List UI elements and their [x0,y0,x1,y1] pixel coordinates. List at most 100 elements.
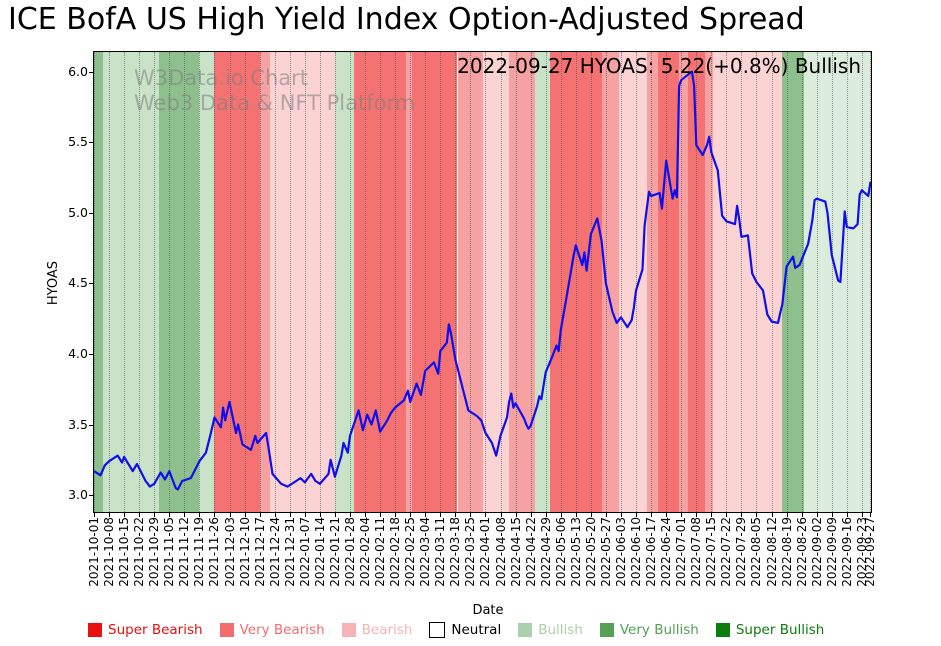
legend-item-very-bullish: Very Bullish [599,622,699,638]
week-gridline [801,52,803,512]
x-tick-label: 2021-11-26 [207,517,222,587]
y-tick [89,142,93,144]
week-gridline [696,52,698,512]
x-tick [771,513,773,517]
x-tick-label: 2021-12-24 [267,517,282,587]
x-tick [545,513,547,517]
x-tick [304,513,306,517]
week-gridline [229,52,231,512]
sentiment-band-bearish_light [270,52,335,512]
week-gridline [455,52,457,512]
x-tick-label: 2022-08-26 [794,517,809,587]
x-tick-label: 2021-11-19 [192,517,207,587]
x-tick-label: 2022-02-25 [403,517,418,587]
week-gridline [485,52,487,512]
sentiment-band-very_bearish [550,52,602,512]
x-tick-label: 2022-05-06 [553,517,568,587]
x-tick-label: 2022-02-11 [373,517,388,587]
week-gridline [681,52,683,512]
legend-swatch [219,623,234,637]
x-tick-label: 2022-07-01 [674,517,689,587]
x-tick-label: 2022-04-08 [493,517,508,587]
x-tick [831,513,833,517]
x-tick [756,513,758,517]
sentiment-band-very_bearish [687,52,705,512]
chart-title: ICE BofA US High Yield Index Option-Adju… [8,2,805,37]
week-gridline [771,52,773,512]
week-gridline [816,52,818,512]
y-tick [89,353,93,355]
x-tick-label: 2022-06-17 [644,517,659,587]
week-gridline [636,52,638,512]
x-tick-label: 2021-11-05 [162,517,177,587]
sentiment-band-very_bullish [782,52,804,512]
x-tick [440,513,442,517]
legend-label: Bearish [361,622,413,638]
legend-item-bullish: Bullish [518,622,583,638]
y-tick [89,495,93,497]
sentiment-band-bearish [457,52,484,512]
sentiment-band-very_bearish [657,52,680,512]
legend-swatch [715,623,730,637]
week-gridline [651,52,653,512]
x-tick-label: 2022-02-04 [358,517,373,587]
watermark: W3Data.io Chart Web3 Data & NFT Platform [134,66,415,116]
week-gridline [274,52,276,512]
week-gridline [861,52,863,512]
week-gridline [870,52,871,512]
x-tick-label: 2022-06-24 [659,517,674,587]
x-tick-label: 2022-01-07 [297,517,312,587]
x-tick [425,513,427,517]
week-gridline [319,52,321,512]
x-tick [455,513,457,517]
legend-swatch [599,623,614,637]
week-gridline [726,52,728,512]
x-tick-label: 2022-05-13 [568,517,583,587]
legend-item-neutral: Neutral [429,622,501,638]
y-tick-label: 3.0 [68,487,88,503]
x-tick [590,513,592,517]
x-tick [349,513,351,517]
week-gridline [560,52,562,512]
week-gridline [786,52,788,512]
y-tick [89,71,93,73]
week-gridline [304,52,306,512]
week-gridline [199,52,201,512]
x-tick [184,513,186,517]
legend-item-super-bullish: Super Bullish [715,622,824,638]
x-tick-label: 2021-12-31 [282,517,297,587]
x-tick-label: 2022-06-03 [613,517,628,587]
x-tick [214,513,216,517]
week-gridline [440,52,442,512]
x-tick-label: 2022-05-20 [583,517,598,587]
x-tick [259,513,261,517]
sentiment-band-bearish [704,52,714,512]
y-tick-label: 5.5 [68,134,88,150]
hyoas-line-svg [94,70,871,491]
x-tick-label: 2022-08-12 [764,517,779,587]
legend-label: Very Bearish [239,622,325,638]
x-tick-label: 2022-01-21 [327,517,342,587]
week-gridline [500,52,502,512]
y-tick-label: 5.0 [68,204,88,220]
x-tick-label: 2021-12-10 [237,517,252,587]
sentiment-band-very_bearish [412,52,458,512]
x-tick-label: 2021-10-29 [147,517,162,587]
sentiment-band-bullish [334,52,355,512]
y-tick-label: 3.5 [68,416,88,432]
sentiment-band-bullish_light [803,52,871,512]
week-gridline [741,52,743,512]
week-gridline [109,52,111,512]
x-tick [169,513,171,517]
x-tick-label: 2022-01-28 [342,517,357,587]
latest-value-annotation: 2022-09-27 HYOAS: 5.22(+0.8%) Bullish [457,54,861,78]
x-tick-label: 2022-03-18 [448,517,463,587]
x-tick [109,513,111,517]
week-gridline [380,52,382,512]
x-tick [274,513,276,517]
x-tick-label: 2021-10-08 [102,517,117,587]
x-tick-label: 2022-03-11 [433,517,448,587]
x-tick [395,513,397,517]
x-tick-label: 2022-06-10 [629,517,644,587]
sentiment-band-very_bullish [94,52,103,512]
